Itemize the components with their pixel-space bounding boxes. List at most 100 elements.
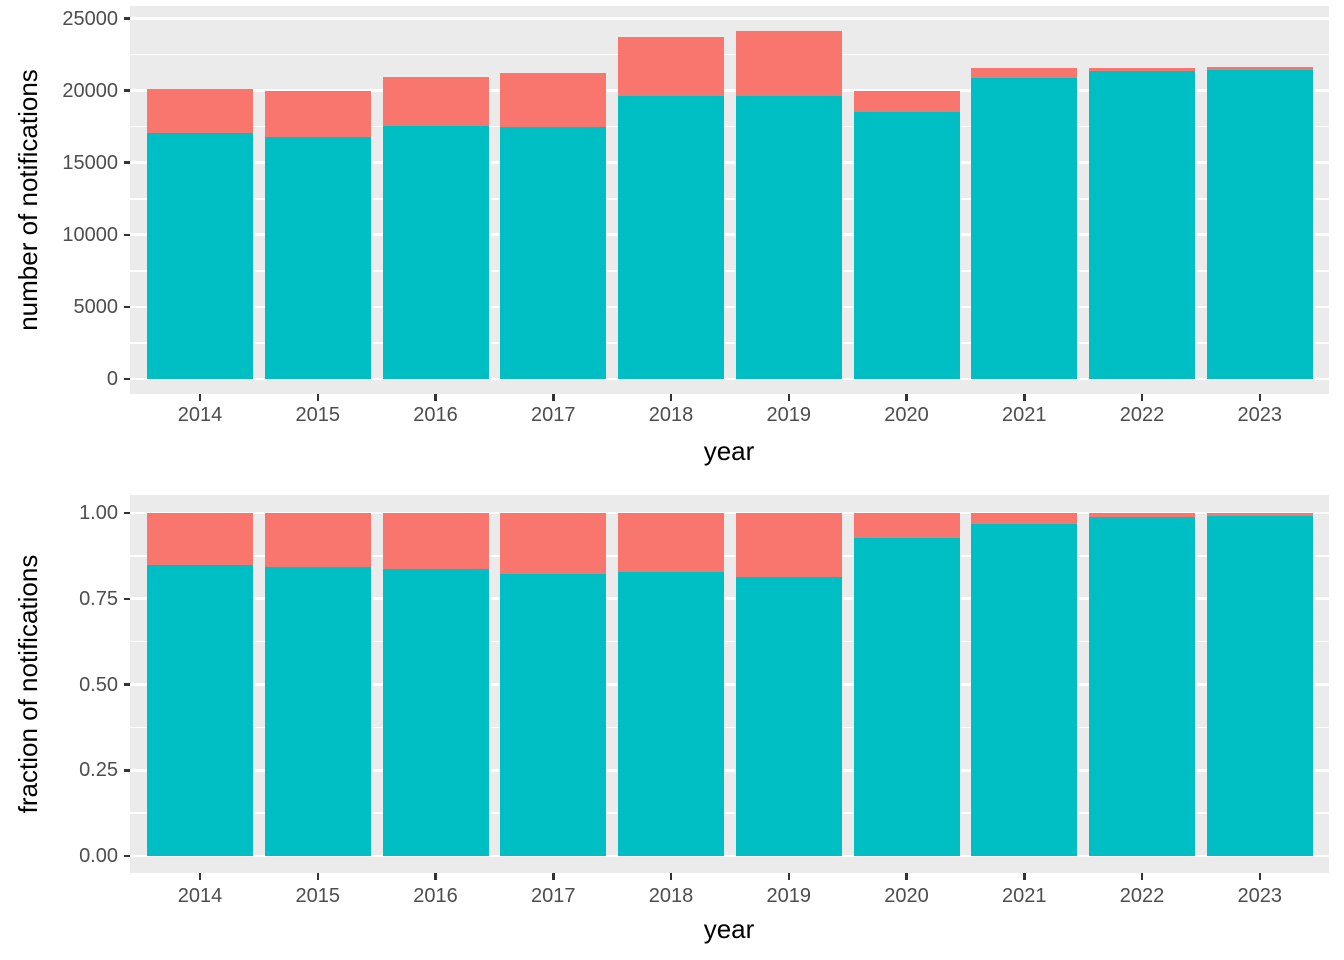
x-tick-label: 2016 <box>413 885 458 907</box>
y-tick-label: 1.00 <box>79 502 118 524</box>
bar-2020-top-segment-salmon <box>853 513 960 539</box>
x-tick-mark <box>1258 873 1261 880</box>
x-tick-label: 2016 <box>413 404 458 426</box>
y-tick-label: 0.75 <box>79 587 118 610</box>
x-tick-label: 2021 <box>1002 885 1047 907</box>
y-tick-label: 15000 <box>62 151 118 174</box>
bar-2023-bottom-segment-teal <box>1206 69 1313 379</box>
count-chart-x-axis-title: year <box>703 436 755 466</box>
bar-2014-bottom-segment-teal <box>147 565 253 856</box>
x-tick-label: 2017 <box>531 885 576 907</box>
bar-2016-top-segment-salmon <box>382 76 489 126</box>
bar-2015-bottom-segment-teal <box>264 567 371 856</box>
y-tick-label: 0.00 <box>79 845 118 867</box>
y-tick-label: 0.25 <box>79 759 118 782</box>
x-tick-label: 2018 <box>648 885 694 907</box>
x-tick-mark <box>905 394 908 401</box>
major-gridline <box>130 854 1329 858</box>
bar-2018-top-segment-salmon <box>618 513 724 573</box>
bar-2017-top-segment-salmon <box>500 72 607 128</box>
y-tick-mark <box>123 511 130 515</box>
x-tick-label: 2014 <box>177 885 223 907</box>
bar-2021-bottom-segment-teal <box>971 78 1078 379</box>
bar-2021-bottom-segment-teal <box>971 523 1078 856</box>
x-tick-label: 2014 <box>177 404 223 426</box>
x-tick-mark <box>1023 873 1026 880</box>
y-tick-mark <box>123 305 130 309</box>
x-tick-mark <box>1140 394 1144 401</box>
y-tick-label: 0 <box>106 368 118 390</box>
y-tick-label: 20000 <box>62 79 118 102</box>
x-tick-mark <box>905 873 908 880</box>
x-tick-mark <box>434 873 437 880</box>
major-gridline <box>130 768 1329 772</box>
y-tick-label: 10000 <box>62 223 118 246</box>
bar-2018-bottom-segment-teal <box>618 95 724 379</box>
x-tick-label: 2022 <box>1119 885 1165 907</box>
y-tick-label: 0.50 <box>79 673 118 696</box>
x-tick-label: 2015 <box>295 885 341 907</box>
bar-2022-top-segment-salmon <box>1089 513 1195 518</box>
bar-2019-top-segment-salmon <box>735 31 842 97</box>
y-tick-mark <box>123 769 130 772</box>
bar-2019-bottom-segment-teal <box>735 96 842 379</box>
x-tick-mark <box>1023 394 1026 401</box>
bar-2021-top-segment-salmon <box>971 68 1078 79</box>
major-gridline <box>130 17 1329 20</box>
y-tick-mark <box>123 89 130 92</box>
fraction-chart-x-axis-title: year <box>703 914 755 944</box>
x-tick-mark <box>787 873 790 880</box>
minor-gridline <box>130 270 1329 272</box>
bar-2016-bottom-segment-teal <box>382 125 489 379</box>
x-tick-mark <box>552 873 555 880</box>
bar-2022-bottom-segment-teal <box>1089 517 1195 856</box>
major-gridline <box>130 233 1329 237</box>
bar-2016-top-segment-salmon <box>382 513 489 569</box>
x-tick-label: 2018 <box>648 404 694 426</box>
x-tick-mark <box>316 873 319 880</box>
bar-2015-top-segment-salmon <box>264 513 371 568</box>
bar-2014-top-segment-salmon <box>147 89 253 134</box>
bar-2022-top-segment-salmon <box>1089 67 1195 72</box>
bar-2018-top-segment-salmon <box>618 36 724 96</box>
x-tick-label: 2023 <box>1237 404 1283 426</box>
x-tick-label: 2021 <box>1002 404 1047 426</box>
y-tick-mark <box>123 377 130 381</box>
bar-2021-top-segment-salmon <box>971 513 1078 524</box>
x-tick-label: 2020 <box>884 885 929 907</box>
x-tick-label: 2019 <box>766 404 812 426</box>
y-tick-mark <box>123 161 130 164</box>
y-tick-mark <box>123 854 130 858</box>
x-tick-mark <box>434 394 437 401</box>
major-gridline <box>130 683 1329 686</box>
y-tick-mark <box>123 17 130 20</box>
minor-gridline <box>130 198 1329 200</box>
x-tick-label: 2017 <box>531 404 576 426</box>
x-tick-mark <box>669 873 673 880</box>
bar-2020-bottom-segment-teal <box>853 112 960 379</box>
x-tick-label: 2015 <box>295 404 341 426</box>
x-tick-label: 2019 <box>766 885 812 907</box>
x-tick-label: 2023 <box>1237 885 1283 907</box>
major-gridline <box>130 89 1329 92</box>
major-gridline <box>130 597 1329 601</box>
minor-gridline <box>130 555 1329 557</box>
minor-gridline <box>130 53 1329 56</box>
bar-2023-top-segment-salmon <box>1206 513 1313 517</box>
minor-gridline <box>130 812 1329 814</box>
y-tick-label: 25000 <box>62 7 118 30</box>
y-tick-mark <box>123 683 130 686</box>
bar-2014-bottom-segment-teal <box>147 133 253 379</box>
minor-gridline <box>130 125 1329 128</box>
bar-2016-bottom-segment-teal <box>382 568 489 856</box>
major-gridline <box>130 305 1329 309</box>
bar-2015-top-segment-salmon <box>264 91 371 137</box>
y-tick-mark <box>123 597 130 600</box>
minor-gridline <box>130 640 1329 643</box>
major-gridline <box>130 161 1329 165</box>
x-tick-mark <box>198 394 202 401</box>
x-tick-label: 2022 <box>1119 404 1165 426</box>
x-tick-mark <box>552 394 555 401</box>
bar-2019-bottom-segment-teal <box>735 577 842 856</box>
